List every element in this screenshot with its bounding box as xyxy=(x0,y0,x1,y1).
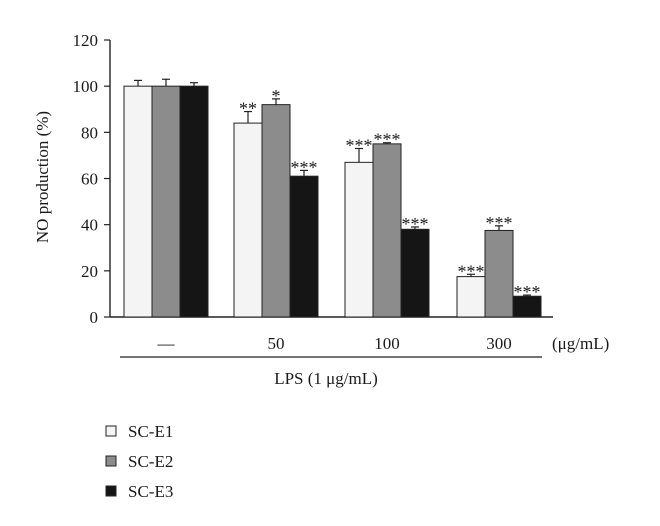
significance-label: *** xyxy=(486,213,513,233)
y-axis-label: NO production (%) xyxy=(33,111,52,243)
significance-label: *** xyxy=(346,135,373,155)
y-tick-label: 120 xyxy=(73,31,99,50)
significance-label: *** xyxy=(514,282,541,302)
significance-label: ** xyxy=(239,99,257,119)
y-tick-label: 60 xyxy=(81,170,98,189)
y-tick-label: 0 xyxy=(90,308,99,327)
bar xyxy=(233,122,263,318)
bar xyxy=(261,104,291,318)
x-tick-label: — xyxy=(157,334,176,353)
bar xyxy=(289,175,319,318)
legend-label: SC-E2 xyxy=(128,452,173,471)
group-label: LPS (1 μg/mL) xyxy=(274,369,378,388)
significance-label: *** xyxy=(458,261,485,281)
bar xyxy=(123,85,153,318)
bar xyxy=(372,143,402,318)
y-tick-label: 40 xyxy=(81,216,98,235)
legend-label: SC-E3 xyxy=(128,482,173,501)
bar xyxy=(456,276,486,318)
bar xyxy=(151,85,181,318)
x-tick-label: 100 xyxy=(374,334,400,353)
legend-swatch xyxy=(105,455,117,467)
significance-label: *** xyxy=(291,157,318,177)
bar xyxy=(400,228,430,318)
x-unit-label: (μg/mL) xyxy=(552,334,609,353)
legend-swatch xyxy=(105,425,117,437)
x-tick-label: 300 xyxy=(486,334,512,353)
significance-label: *** xyxy=(402,214,429,234)
bar xyxy=(344,161,374,318)
y-tick-label: 20 xyxy=(81,262,98,281)
bar xyxy=(179,85,209,318)
y-tick-label: 100 xyxy=(73,77,99,96)
x-tick-label: 50 xyxy=(268,334,285,353)
significance-label: * xyxy=(272,86,281,106)
y-tick-label: 80 xyxy=(81,123,98,142)
bar xyxy=(484,229,514,318)
legend-label: SC-E1 xyxy=(128,422,173,441)
legend-swatch xyxy=(105,485,117,497)
significance-label: *** xyxy=(374,130,401,150)
